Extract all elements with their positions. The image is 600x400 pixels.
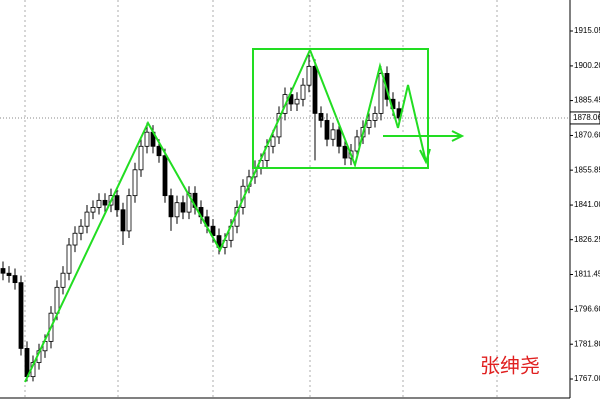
y-tick-label: 1855.85 (574, 165, 600, 174)
candle-body (318, 112, 324, 121)
y-tick-label: 1796.60 (574, 305, 600, 314)
candle-body (120, 209, 126, 232)
arrow-head (419, 148, 431, 165)
candle-body (126, 195, 132, 232)
candle-body (306, 65, 312, 86)
candle-body (18, 282, 24, 349)
candle-body (162, 155, 168, 197)
candle-body (168, 195, 174, 218)
y-tick-label: 1767.00 (574, 374, 600, 383)
candle-body (324, 120, 330, 140)
candle-body (90, 207, 96, 213)
candle-body (294, 98, 300, 105)
y-tick-label: 1781.80 (574, 339, 600, 348)
annotations (24, 47, 465, 383)
candle-body (6, 272, 12, 276)
candle-body (78, 225, 84, 234)
candle-body (330, 129, 336, 140)
candle-body (180, 202, 186, 213)
candle-body (102, 199, 108, 206)
candle-body (366, 120, 372, 128)
candle-body (156, 145, 162, 157)
candle-body (312, 65, 318, 114)
y-tick-label: 1915.05 (574, 26, 600, 35)
candle-body (66, 244, 72, 274)
candle-body (378, 73, 384, 114)
candle-body (24, 348, 30, 378)
y-tick-label: 1811.45 (574, 270, 600, 279)
arrow-head (451, 130, 465, 142)
y-tick-label: 1841.00 (574, 200, 600, 209)
range-box (252, 48, 429, 169)
watermark: 张绅尧 (480, 354, 540, 377)
candle-body (60, 272, 66, 288)
candle-body (84, 211, 90, 227)
candle-body (372, 112, 378, 121)
candle-body (138, 145, 144, 171)
candle-body (114, 195, 120, 211)
candle-body (72, 232, 78, 246)
last-price-label: 1878.06 (573, 113, 600, 122)
candle-body (300, 84, 306, 100)
candle-body (96, 199, 102, 208)
last-price-box (569, 111, 600, 125)
candle-body (144, 131, 150, 147)
candle-body (342, 145, 348, 159)
y-tick-label: 1900.20 (574, 61, 600, 70)
zigzag (24, 47, 399, 383)
y-tick-label: 1826.25 (574, 235, 600, 244)
y-tick-label: 1870.60 (574, 131, 600, 140)
candle-body (354, 136, 360, 152)
candle-body (336, 129, 342, 147)
candle-body (174, 202, 180, 218)
candle-body (210, 225, 216, 237)
candle-body (0, 268, 6, 274)
y-tick-label: 1885.45 (574, 96, 600, 105)
candle-body (54, 286, 60, 314)
candle-body (270, 136, 276, 147)
candle-body (12, 275, 18, 284)
candle-body (132, 169, 138, 197)
